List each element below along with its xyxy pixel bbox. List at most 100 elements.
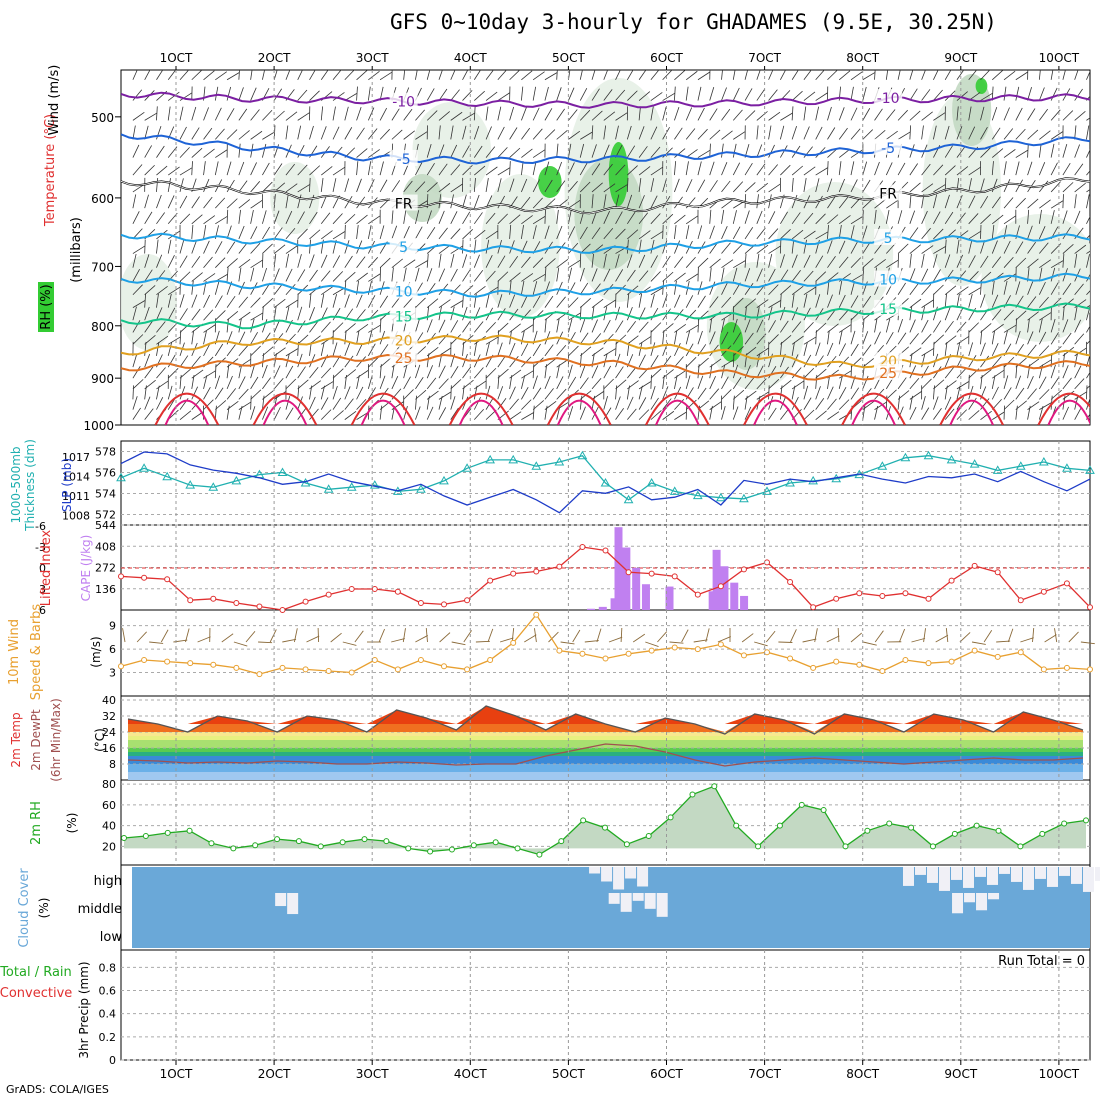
bottom-axis-label: 7OCT xyxy=(748,1067,781,1081)
top-axis-label: 2OCT xyxy=(258,51,291,65)
thickness-marker xyxy=(808,475,819,485)
wind-barb xyxy=(1086,371,1090,379)
wind-barb xyxy=(1003,86,1007,101)
wind-barb xyxy=(909,110,921,121)
wind-barb xyxy=(1050,87,1058,101)
wind-barb xyxy=(297,184,310,193)
rh2m-marker xyxy=(514,845,521,852)
wind-barb xyxy=(462,320,471,333)
wind-barb xyxy=(838,343,847,357)
wind-barb xyxy=(379,128,391,140)
wind10-barb xyxy=(282,638,297,643)
wind-barb xyxy=(132,366,141,379)
thickness-marker xyxy=(369,480,380,489)
wind-barb xyxy=(238,376,246,390)
wind-barb xyxy=(838,70,851,81)
wind-barb xyxy=(320,126,327,140)
rh2m-marker xyxy=(929,843,936,850)
wind-barb xyxy=(356,178,362,193)
wind-barb xyxy=(273,347,286,357)
wind-barb xyxy=(791,239,795,254)
wind-barb xyxy=(367,107,375,121)
wind-barb xyxy=(674,107,680,121)
wind-barb xyxy=(933,70,939,80)
wind-barb xyxy=(214,86,219,101)
panel-labels: Temperature (°C)Wind (m/s)RH (%)(milliba… xyxy=(0,65,107,1059)
wind-barb xyxy=(132,111,145,121)
isotherm-label-bg xyxy=(389,194,418,211)
wind10-barb xyxy=(378,628,385,643)
wind-barb xyxy=(215,71,227,81)
wind-barb xyxy=(368,149,380,158)
wind-barb xyxy=(921,299,934,308)
wind-barb xyxy=(297,194,302,209)
upper-pressure-label: (millibars) xyxy=(69,217,84,283)
wind-barb xyxy=(968,126,976,140)
wind-barb xyxy=(1074,347,1087,357)
wind10-speed-marker xyxy=(1063,664,1070,671)
wind-barb xyxy=(320,212,331,225)
wind-barb xyxy=(132,144,140,158)
wind-barb xyxy=(462,70,469,80)
wind-barb xyxy=(1074,353,1078,368)
wind-barb xyxy=(850,149,863,158)
wind-barb xyxy=(968,239,973,254)
wind-barb xyxy=(497,398,507,410)
wind-barb xyxy=(144,70,151,80)
wind-barb xyxy=(685,70,698,81)
wind-barb xyxy=(332,166,345,176)
wind-barb xyxy=(273,253,277,268)
wind-barb xyxy=(768,385,770,400)
wind-barb xyxy=(721,180,731,193)
wind-barb xyxy=(909,283,919,295)
wind-barb xyxy=(627,320,637,333)
lifted-index-marker xyxy=(210,595,217,602)
wind-barb xyxy=(497,368,509,379)
wind-barb xyxy=(603,125,607,140)
wind-barb xyxy=(1086,170,1090,176)
wind-barb xyxy=(662,410,675,420)
wind-barb xyxy=(556,267,560,282)
wind-barb xyxy=(485,178,489,192)
wind-barb xyxy=(532,179,540,193)
wind-barb xyxy=(509,272,521,282)
wind-barb xyxy=(568,162,575,176)
wind-barb xyxy=(956,307,964,321)
rh2m-label: 2m RH xyxy=(29,801,44,845)
wind-barb xyxy=(591,125,594,140)
thickness-marker xyxy=(669,486,680,495)
wind-barb xyxy=(1074,378,1085,390)
surface-temp-arc xyxy=(546,392,612,425)
wind-barb xyxy=(532,71,545,81)
thickness-tick: 578 xyxy=(95,446,116,459)
wind-barb xyxy=(473,408,484,420)
wind-barb xyxy=(450,183,463,193)
rh-shade xyxy=(270,162,320,234)
wind-barb xyxy=(803,286,816,296)
wind-barb xyxy=(214,241,223,254)
isotherm-label: -5 xyxy=(397,152,411,168)
wind-barb xyxy=(603,163,613,176)
wind-barb xyxy=(1003,240,1011,254)
wind-barb xyxy=(615,112,628,121)
wind-barb xyxy=(1003,399,1015,410)
wind-barb xyxy=(1038,143,1042,158)
wind-barb xyxy=(438,227,448,240)
wind-barb xyxy=(544,161,550,176)
wind-barb xyxy=(1062,332,1072,345)
rh2m-marker xyxy=(339,839,346,846)
wind-barb xyxy=(238,225,245,240)
top-axis-label: 10OCT xyxy=(1039,51,1080,65)
wind-barb xyxy=(344,280,347,295)
time-axes: 1OCT 2OCT 3OCT 4OCT 5OCT 6OCT 7OCT 8OCT 9OCT 10OC… xyxy=(160,51,1080,1081)
surface-temp-arc xyxy=(753,399,798,425)
wind-barb xyxy=(839,324,852,333)
wind10-barb xyxy=(475,640,490,643)
wind-barb xyxy=(909,253,912,268)
wind-barb xyxy=(238,267,242,282)
surface-temp-arc xyxy=(458,399,504,425)
wind-barb xyxy=(827,240,833,254)
wind-barb xyxy=(744,306,747,321)
wind-barb xyxy=(132,89,143,101)
wind-barb xyxy=(909,163,918,176)
